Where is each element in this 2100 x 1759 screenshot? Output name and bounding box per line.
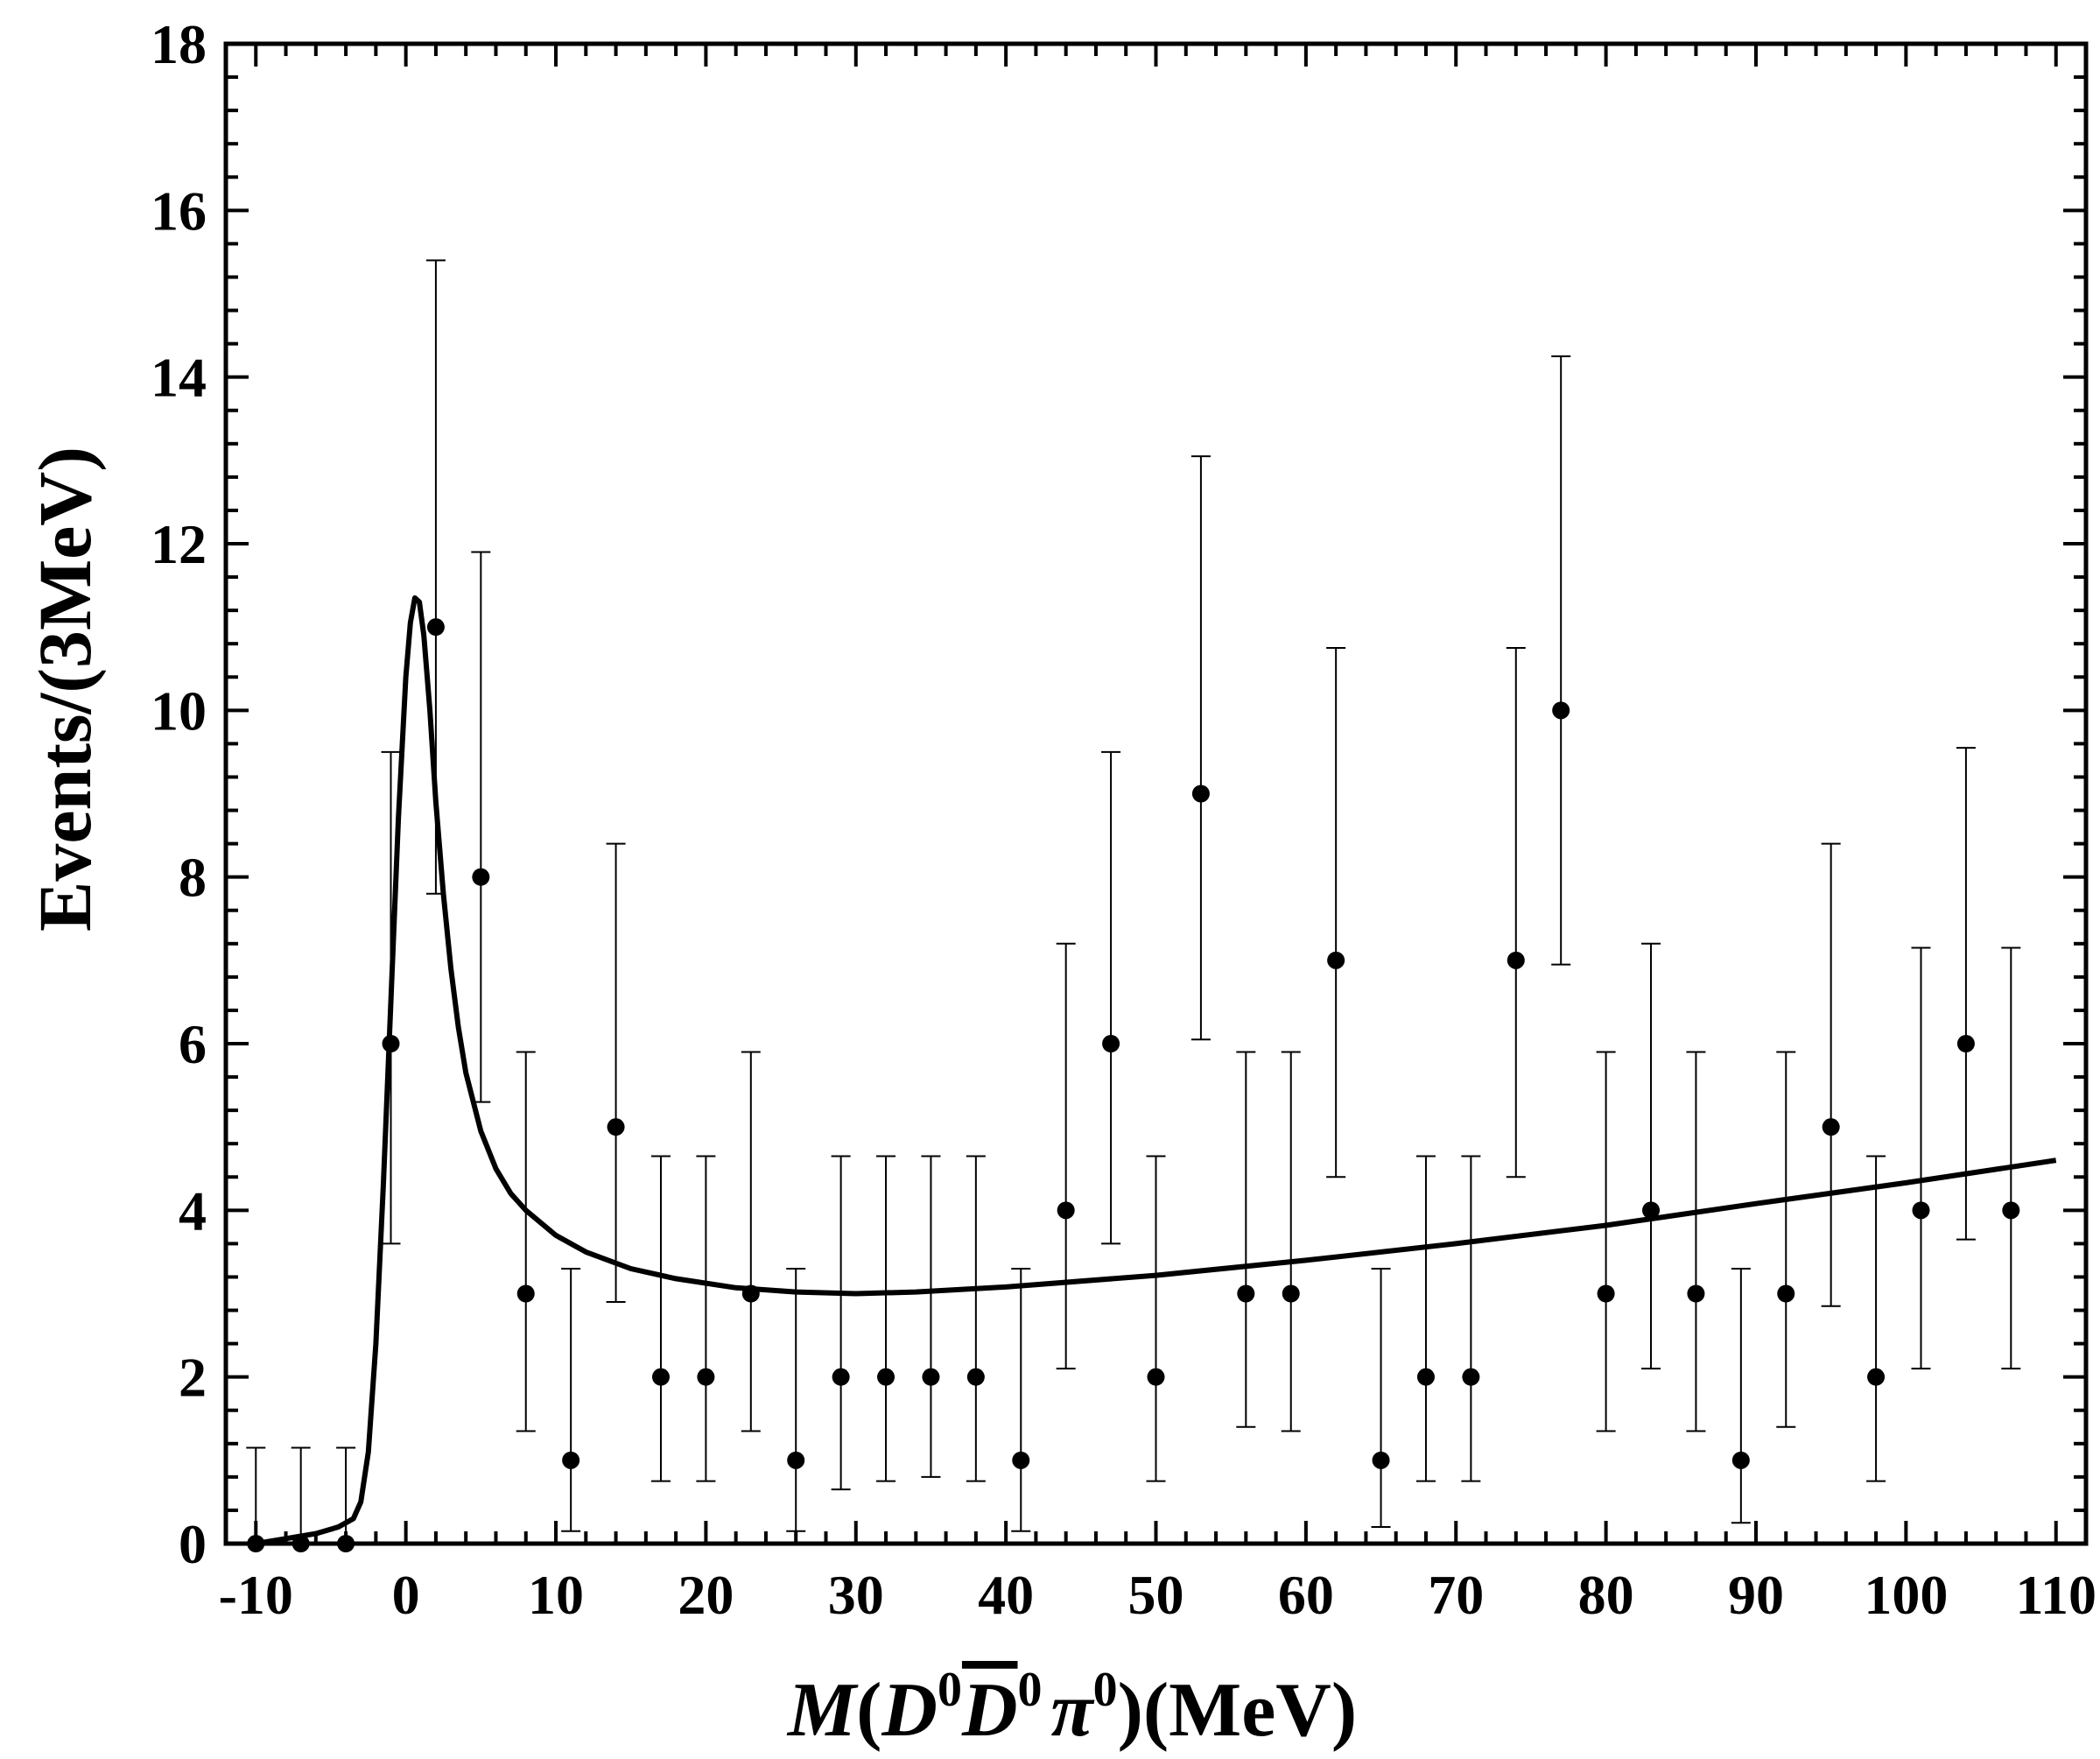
x-tick-label: 60	[1278, 1564, 1334, 1626]
data-point	[1597, 1284, 1615, 1303]
x-tick-label: 70	[1428, 1564, 1484, 1626]
data-point	[1642, 1201, 1661, 1220]
data-point	[741, 1284, 760, 1303]
data-point	[426, 618, 445, 637]
data-point	[1416, 1368, 1435, 1386]
x-label-pion-sup: 0	[1093, 1663, 1118, 1717]
fit-curve	[255, 595, 2057, 1546]
x-tick-label: 50	[1128, 1564, 1184, 1626]
y-tick-label: 6	[179, 1013, 207, 1075]
x-tick-label: 80	[1578, 1564, 1634, 1626]
y-tick-label: 16	[151, 179, 207, 242]
data-point	[1507, 951, 1525, 969]
x-label-d-meson-sup: 0	[938, 1663, 962, 1717]
y-tick-label: 0	[179, 1513, 207, 1575]
data-point	[966, 1368, 985, 1386]
error-bars-layer	[246, 259, 2021, 1544]
x-label-dbar-meson: D	[961, 1668, 1018, 1753]
data-point	[787, 1451, 805, 1469]
data-point	[1282, 1284, 1300, 1303]
data-point	[2002, 1201, 2020, 1220]
data-point	[1867, 1368, 1886, 1386]
data-point	[1327, 951, 1345, 969]
y-tick-label: 8	[179, 847, 207, 909]
x-tick-label: 40	[978, 1564, 1034, 1626]
data-point	[1102, 1035, 1120, 1052]
x-label-d-meson: D	[881, 1668, 938, 1753]
data-point	[832, 1368, 850, 1386]
x-tick-label: -10	[219, 1564, 293, 1626]
x-tick-label: 110	[2015, 1564, 2096, 1626]
x-tick-label: 20	[678, 1564, 734, 1626]
y-axis-label: Events/(3MeV)	[23, 447, 107, 932]
data-point	[1731, 1451, 1750, 1469]
x-label-close-paren: )	[1118, 1668, 1143, 1753]
y-tick-label: 12	[151, 513, 207, 575]
data-point	[516, 1284, 535, 1303]
data-point	[1777, 1284, 1795, 1303]
axes-layer	[223, 41, 2089, 1546]
x-tick-label: 30	[828, 1564, 884, 1626]
x-tick-label: 90	[1728, 1564, 1784, 1626]
x-tick-label: 10	[528, 1564, 584, 1626]
data-point	[562, 1451, 580, 1469]
data-point	[697, 1368, 715, 1386]
data-point	[607, 1118, 625, 1136]
data-points-layer	[247, 618, 2020, 1552]
x-axis-label: M(D0D0 π0)(MeV)	[786, 1663, 1357, 1753]
data-point	[922, 1368, 940, 1386]
y-tick-label: 10	[151, 679, 207, 742]
y-tick-label: 18	[151, 13, 207, 75]
x-label-open-paren: (	[856, 1668, 881, 1753]
data-point	[1057, 1201, 1075, 1220]
data-point	[1237, 1284, 1255, 1303]
y-tick-label: 2	[179, 1347, 207, 1409]
y-tick-label: 14	[151, 347, 207, 409]
data-point	[651, 1368, 670, 1386]
data-point	[1462, 1368, 1480, 1386]
fit-curve-layer	[255, 595, 2057, 1546]
data-point	[1956, 1035, 1975, 1052]
x-tick-label: 0	[392, 1564, 420, 1626]
data-point	[1147, 1368, 1165, 1386]
x-label-pion: π	[1051, 1668, 1095, 1753]
data-point	[472, 868, 490, 886]
data-point	[382, 1035, 400, 1052]
data-point	[1191, 785, 1210, 803]
x-label-unit: (MeV)	[1143, 1668, 1357, 1753]
x-label-mass-symbol: M	[786, 1668, 859, 1753]
y-tick-label: 4	[179, 1179, 207, 1242]
x-tick-label: 100	[1864, 1564, 1948, 1626]
data-point	[1687, 1284, 1705, 1303]
data-point	[1552, 701, 1570, 720]
data-point	[877, 1368, 895, 1386]
data-point	[1912, 1201, 1930, 1220]
tick-labels-layer: -10 0 10 20 30 40 50 60 70 80 90 100 110024681012141…	[151, 13, 2096, 1626]
data-point	[1822, 1118, 1840, 1136]
data-point	[1012, 1451, 1030, 1469]
x-label-dbar-meson-sup: 0	[1018, 1663, 1043, 1717]
data-point	[1372, 1451, 1390, 1469]
